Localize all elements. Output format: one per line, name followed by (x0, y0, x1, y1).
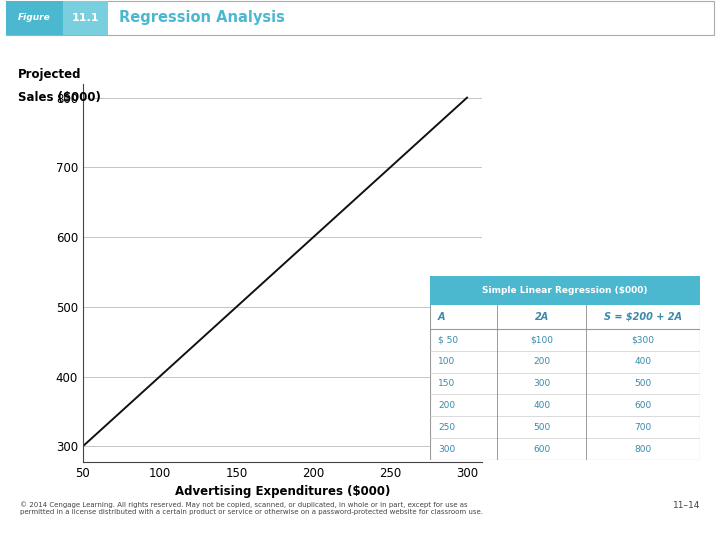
Text: Sales ($000): Sales ($000) (18, 91, 101, 104)
Text: S = $200 + 2A: S = $200 + 2A (604, 312, 682, 322)
Text: 11–14: 11–14 (672, 501, 700, 510)
Text: 500: 500 (534, 423, 551, 432)
Text: 800: 800 (634, 444, 652, 454)
Text: 100: 100 (438, 357, 455, 366)
Text: $100: $100 (531, 335, 554, 344)
Text: 2A: 2A (535, 312, 549, 322)
X-axis label: Advertising Expenditures ($000): Advertising Expenditures ($000) (175, 485, 390, 498)
Text: 11.1: 11.1 (72, 12, 99, 23)
Text: 600: 600 (534, 444, 551, 454)
Text: 250: 250 (438, 423, 455, 432)
Text: © 2014 Cengage Learning. All rights reserved. May not be copied, scanned, or dup: © 2014 Cengage Learning. All rights rese… (20, 501, 483, 515)
Text: Regression Analysis: Regression Analysis (119, 10, 284, 25)
Bar (63, 2, 108, 35)
Text: $300: $300 (631, 335, 654, 344)
Text: 500: 500 (634, 379, 652, 388)
Text: 200: 200 (438, 401, 455, 410)
Text: Projected: Projected (18, 68, 81, 81)
Bar (6, 2, 63, 35)
Text: 200: 200 (534, 357, 551, 366)
Text: 600: 600 (634, 401, 652, 410)
Text: 400: 400 (534, 401, 551, 410)
Bar (430, 276, 700, 305)
Text: Figure: Figure (18, 13, 51, 22)
Text: 300: 300 (438, 444, 455, 454)
Text: 400: 400 (634, 357, 652, 366)
Text: $ 50: $ 50 (438, 335, 458, 344)
Text: 700: 700 (634, 423, 652, 432)
Text: A: A (438, 312, 446, 322)
Text: Simple Linear Regression ($000): Simple Linear Regression ($000) (482, 286, 647, 295)
Text: 300: 300 (534, 379, 551, 388)
Text: 150: 150 (438, 379, 455, 388)
